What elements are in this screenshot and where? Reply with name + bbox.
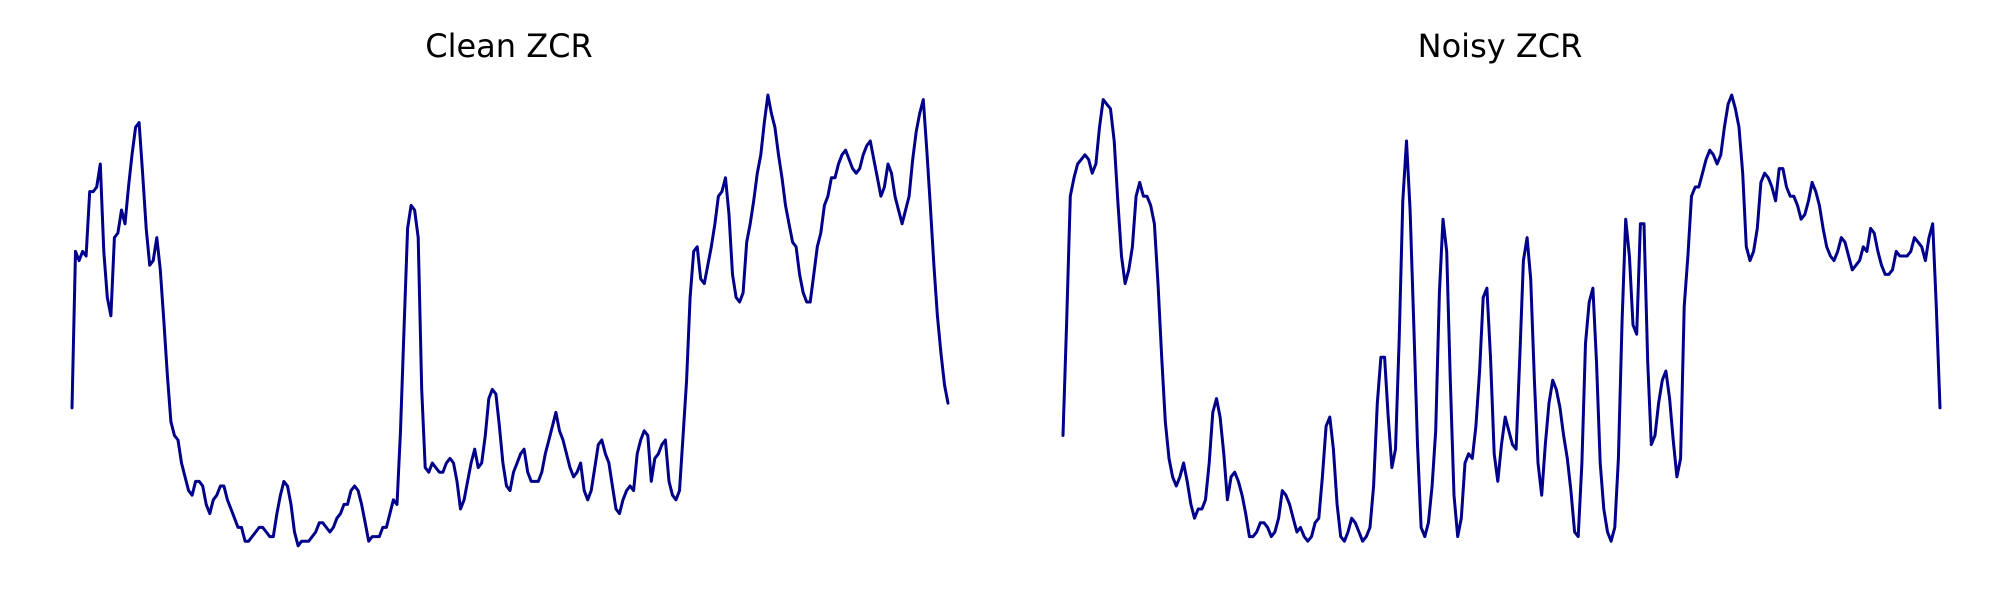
- clean-zcr-panel: Clean ZCR: [70, 27, 950, 548]
- clean-zcr-series: [70, 93, 950, 548]
- noisy-zcr-series: [1061, 93, 1942, 543]
- noisy-zcr-title: Noisy ZCR: [1418, 27, 1583, 65]
- noisy-zcr-line: [1061, 93, 1942, 543]
- noisy-zcr-panel: Noisy ZCR: [1061, 27, 1942, 543]
- clean-zcr-title: Clean ZCR: [425, 27, 592, 65]
- clean-zcr-line: [70, 93, 950, 548]
